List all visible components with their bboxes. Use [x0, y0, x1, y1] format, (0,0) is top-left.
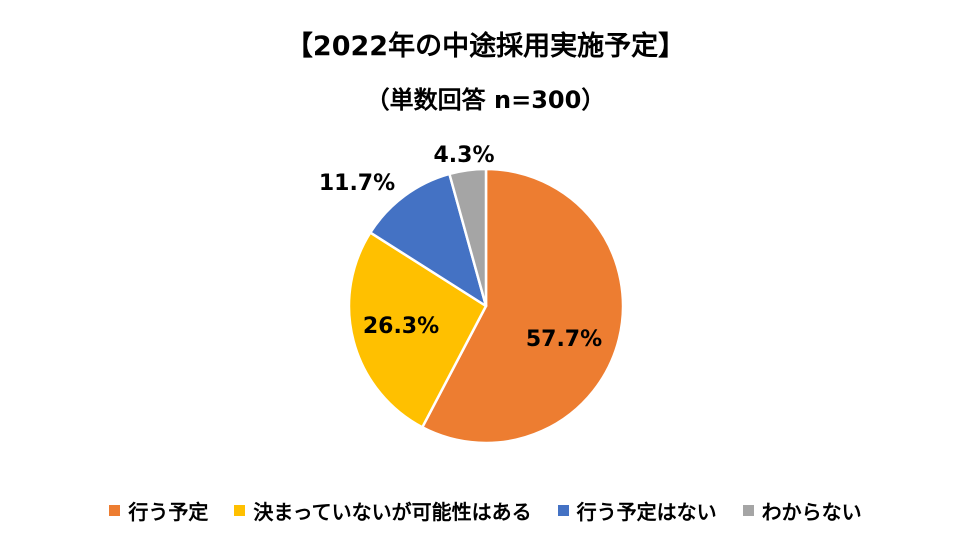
legend-swatch: [234, 505, 246, 516]
legend-label: わからない: [761, 500, 862, 524]
legend-swatch: [557, 505, 569, 516]
slice-no-plan: [369, 172, 488, 308]
data-label: 4.3%: [433, 143, 494, 168]
legend-swatch: [742, 505, 754, 516]
chart-subtitle: （単数回答 n=300）: [365, 86, 606, 114]
legend-label: 決まっていないが可能性はある: [253, 500, 532, 524]
chart-title: 【2022年の中途採用実施予定】: [285, 31, 686, 62]
slice-possible: [347, 231, 488, 429]
slice-unknown: [448, 167, 488, 308]
legend-swatch: [109, 505, 121, 516]
legend-item-will-hire: 行う予定: [109, 496, 208, 525]
slice-will-hire: [421, 167, 625, 445]
data-label: 57.7%: [526, 327, 602, 352]
legend: 行う予定 決まっていないが可能性はある 行う予定はない わからない: [0, 496, 971, 525]
legend-item-possible: 決まっていないが可能性はある: [234, 496, 532, 525]
legend-item-unknown: わからない: [742, 496, 862, 525]
data-label: 26.3%: [363, 314, 439, 339]
legend-label: 行う予定: [128, 500, 209, 524]
legend-label: 行う予定はない: [576, 500, 717, 524]
legend-item-no-plan: 行う予定はない: [557, 496, 717, 525]
data-label: 11.7%: [319, 171, 395, 196]
